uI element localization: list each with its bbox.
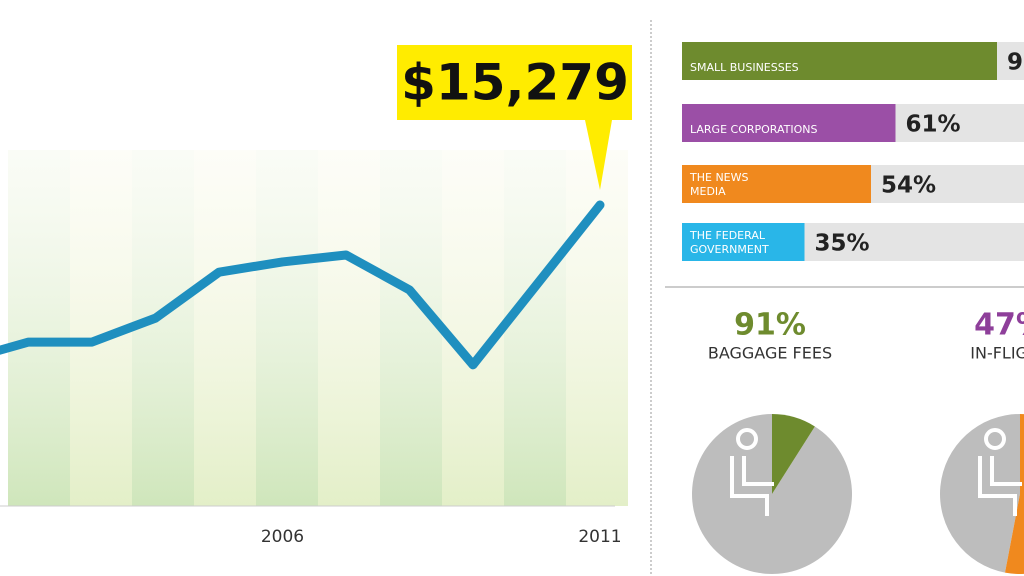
bar-label-line: GOVERNMENT: [690, 243, 769, 256]
icon-head: [984, 428, 1006, 450]
pie-slice: [772, 414, 815, 494]
pie-value-label: 91%: [734, 308, 806, 343]
pie-value-label: 47%: [974, 308, 1024, 343]
icon-seat: [978, 456, 1022, 516]
bar-label: SMALL BUSINESSES: [690, 61, 799, 74]
value-label: 35%: [815, 231, 870, 257]
stripe: [256, 150, 318, 506]
callout: [397, 45, 632, 190]
stripe: [194, 150, 256, 506]
stripe: [8, 150, 70, 506]
value-label: 61%: [906, 112, 961, 138]
icon-seat: [730, 456, 774, 516]
value-label: $15,279: [401, 54, 629, 112]
bar-label: THE NEWS MEDIA: [689, 171, 748, 198]
stripes: [8, 150, 628, 506]
value-label: 54%: [881, 173, 936, 199]
icon-head: [736, 428, 758, 450]
bar-label-line: THE FEDERAL: [689, 229, 766, 242]
pie-title: BAGGAGE FEES: [708, 344, 832, 363]
stripe: [442, 150, 504, 506]
x-tick-label: 2006: [261, 527, 304, 547]
bar: [682, 42, 997, 80]
bar-label-line: MEDIA: [690, 185, 726, 198]
stripe: [132, 150, 194, 506]
x-tick-label: 2011: [578, 527, 621, 547]
bar-label: THE FEDERAL GOVERNMENT: [689, 229, 769, 256]
pie-slice: [1005, 414, 1024, 574]
bar: [682, 104, 896, 142]
bar-label: LARGE CORPORATIONS: [690, 123, 818, 136]
stripe: [504, 150, 566, 506]
bar: [682, 223, 805, 261]
stripe: [318, 150, 380, 506]
line: [0, 200, 605, 370]
pie-title: IN-FLIGHT: [970, 344, 1024, 363]
bar-label-line: THE NEWS: [689, 171, 748, 184]
bar: [682, 165, 871, 203]
stripe: [380, 150, 442, 506]
value-label: 90%: [1007, 50, 1024, 76]
